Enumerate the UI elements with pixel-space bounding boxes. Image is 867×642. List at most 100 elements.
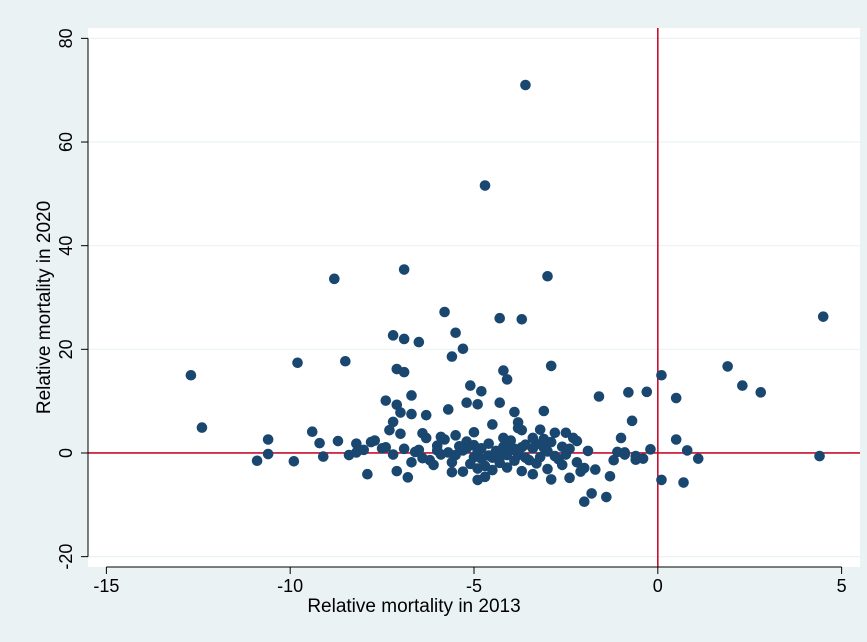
data-point — [498, 447, 509, 458]
data-point — [509, 455, 520, 467]
data-point — [317, 451, 329, 462]
data-point — [395, 407, 406, 418]
data-point — [292, 357, 303, 369]
data-point — [619, 449, 631, 460]
data-point — [262, 448, 274, 460]
x-tick-label: -10 — [277, 576, 303, 596]
data-point — [560, 427, 572, 439]
data-point — [435, 431, 447, 443]
data-point — [483, 438, 495, 449]
data-point — [424, 454, 436, 466]
data-point — [329, 273, 340, 285]
data-point — [582, 445, 594, 457]
data-point — [196, 422, 208, 433]
data-point — [545, 436, 557, 448]
y-tick-label: 80 — [56, 28, 76, 48]
data-point — [332, 435, 344, 447]
data-point — [288, 455, 300, 467]
data-point — [817, 311, 829, 322]
data-point — [420, 409, 432, 421]
y-axis-label: Relative mortality in 2020 — [34, 201, 55, 414]
data-point — [527, 468, 539, 480]
data-point — [251, 455, 263, 467]
data-point — [380, 395, 392, 406]
data-point — [406, 457, 417, 468]
data-point — [593, 391, 605, 402]
data-point — [814, 450, 825, 462]
data-point — [516, 465, 528, 477]
data-point — [545, 474, 557, 485]
data-point — [476, 453, 487, 464]
data-point — [387, 449, 399, 460]
data-point — [678, 477, 689, 488]
data-point — [692, 453, 704, 464]
x-tick-label: -15 — [93, 576, 119, 596]
data-point — [538, 405, 550, 417]
data-point — [476, 386, 487, 397]
data-point — [413, 336, 425, 348]
axes: -15 -10 -5 0 5 -20 0 20 40 60 80 — [56, 28, 847, 596]
data-point — [465, 380, 476, 391]
data-point — [590, 464, 601, 475]
data-point — [656, 474, 667, 486]
data-point — [457, 343, 469, 355]
data-point — [391, 465, 403, 477]
data-point — [516, 313, 528, 325]
data-point — [446, 466, 458, 478]
data-point — [608, 454, 619, 466]
data-point — [601, 491, 612, 503]
data-point — [501, 374, 513, 385]
plot-area — [88, 28, 860, 567]
data-point — [406, 408, 417, 420]
data-point — [520, 452, 531, 463]
data-point — [450, 327, 461, 339]
data-point — [413, 444, 425, 456]
data-points — [185, 79, 829, 507]
data-point — [306, 426, 318, 438]
y-tick-label: -20 — [56, 544, 76, 570]
x-tick-label: 0 — [653, 576, 663, 596]
y-tick-label: 20 — [56, 339, 76, 359]
data-point — [604, 471, 616, 482]
data-point — [387, 330, 399, 341]
data-point — [376, 443, 388, 454]
data-point — [498, 365, 509, 376]
data-point — [439, 306, 450, 318]
data-point — [656, 369, 667, 381]
data-point — [406, 390, 417, 401]
data-point — [626, 415, 638, 427]
data-point — [472, 398, 483, 410]
data-point — [556, 459, 568, 471]
data-point — [509, 443, 520, 455]
data-point — [340, 355, 351, 367]
data-point — [512, 422, 524, 434]
data-point — [494, 397, 506, 409]
data-point — [755, 387, 767, 398]
data-point — [358, 444, 370, 456]
data-point — [398, 264, 410, 275]
data-point — [722, 361, 733, 372]
data-point — [542, 270, 553, 282]
x-tick-label: 5 — [837, 576, 847, 596]
data-point — [472, 463, 483, 474]
data-point — [578, 496, 590, 507]
data-point — [262, 434, 274, 445]
data-point — [487, 419, 498, 430]
data-point — [450, 430, 461, 441]
data-point — [442, 404, 454, 415]
data-point — [509, 406, 520, 418]
data-point — [185, 369, 197, 381]
data-point — [395, 428, 406, 440]
data-point — [670, 434, 682, 445]
data-point — [549, 427, 561, 439]
data-point — [549, 450, 561, 462]
data-point — [494, 312, 506, 324]
y-tick-label: 40 — [56, 236, 76, 256]
data-point — [369, 435, 381, 446]
data-point — [737, 380, 748, 391]
data-point — [417, 427, 428, 439]
data-point — [402, 472, 414, 483]
data-point — [586, 488, 597, 499]
data-point — [398, 333, 410, 345]
